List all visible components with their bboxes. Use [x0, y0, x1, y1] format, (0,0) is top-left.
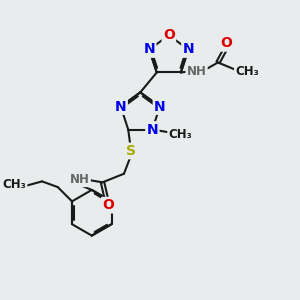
Text: O: O [220, 36, 232, 50]
Text: S: S [126, 144, 136, 158]
Text: N: N [147, 122, 158, 136]
Text: CH₃: CH₃ [169, 128, 192, 141]
Text: CH₃: CH₃ [235, 64, 259, 77]
Text: CH₃: CH₃ [2, 178, 26, 191]
Text: O: O [163, 28, 175, 42]
Text: N: N [143, 43, 155, 56]
Text: NH: NH [187, 64, 206, 77]
Text: NH: NH [70, 173, 90, 186]
Text: N: N [115, 100, 127, 114]
Text: O: O [102, 198, 114, 212]
Text: N: N [154, 100, 166, 114]
Text: N: N [182, 43, 194, 56]
